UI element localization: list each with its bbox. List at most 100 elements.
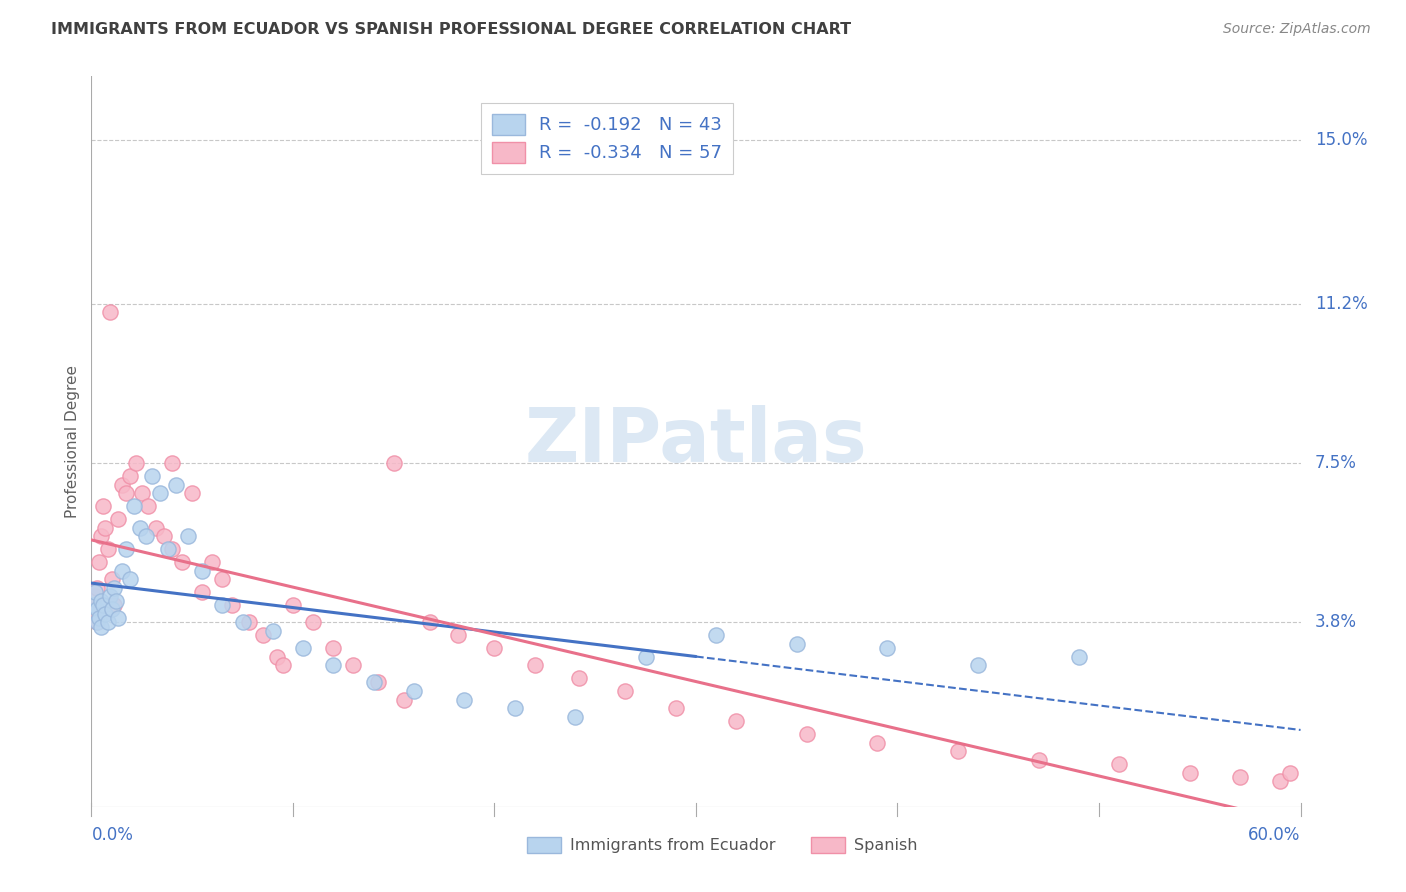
Point: [90, 529, 112, 543]
Point: [86, 615, 108, 630]
Point: [786, 637, 808, 651]
Point: [967, 658, 990, 673]
Point: [107, 512, 129, 526]
Point: [100, 572, 122, 586]
Point: [876, 641, 898, 656]
Point: [94, 607, 117, 621]
Point: [447, 628, 470, 642]
Point: [392, 692, 415, 706]
Point: [104, 593, 127, 607]
Point: [568, 671, 591, 685]
Point: [94, 520, 117, 534]
Text: Immigrants from Ecuador: Immigrants from Ecuador: [571, 838, 776, 853]
Point: [1270, 774, 1292, 789]
Point: [266, 649, 288, 664]
Point: [614, 684, 637, 698]
Point: [118, 469, 141, 483]
Point: [84, 585, 107, 599]
Point: [322, 658, 344, 673]
Point: [114, 542, 136, 557]
Point: [367, 675, 389, 690]
Point: [86, 602, 108, 616]
Y-axis label: Professional Degree: Professional Degree: [65, 365, 80, 518]
Point: [98, 305, 121, 319]
Point: [181, 486, 204, 500]
Point: [523, 658, 546, 673]
Point: [363, 675, 385, 690]
Point: [946, 744, 969, 758]
Point: [89, 611, 111, 625]
Point: [342, 658, 364, 673]
Point: [796, 727, 818, 741]
Text: ZIPatlas: ZIPatlas: [524, 405, 868, 478]
Point: [302, 615, 325, 630]
Point: [292, 641, 315, 656]
Point: [149, 486, 172, 500]
Point: [725, 714, 748, 729]
Point: [866, 736, 889, 750]
Point: [136, 499, 159, 513]
Point: [177, 529, 200, 543]
Point: [704, 628, 727, 642]
Point: [156, 542, 179, 557]
Point: [131, 486, 153, 500]
Point: [103, 598, 125, 612]
Text: 60.0%: 60.0%: [1249, 826, 1301, 844]
Point: [1067, 649, 1090, 664]
Point: [564, 710, 586, 724]
Point: [111, 477, 132, 491]
Point: [634, 649, 657, 664]
Point: [122, 499, 145, 513]
Text: 7.5%: 7.5%: [1315, 454, 1357, 472]
Point: [402, 684, 425, 698]
Point: [107, 611, 129, 625]
Point: [96, 615, 118, 630]
Point: [231, 615, 253, 630]
Point: [103, 581, 125, 595]
Text: 0.0%: 0.0%: [91, 826, 134, 844]
Text: Source: ZipAtlas.com: Source: ZipAtlas.com: [1223, 22, 1371, 37]
Point: [1279, 765, 1302, 780]
Point: [82, 598, 104, 612]
Point: [84, 590, 107, 604]
Point: [221, 598, 243, 612]
Point: [252, 628, 274, 642]
Point: [1108, 757, 1130, 772]
Text: 11.2%: 11.2%: [1315, 295, 1368, 313]
Point: [191, 585, 214, 599]
Point: [118, 572, 141, 586]
Point: [281, 598, 304, 612]
Point: [160, 456, 183, 470]
Point: [419, 615, 441, 630]
Point: [211, 572, 233, 586]
Point: [114, 486, 136, 500]
Point: [125, 456, 148, 470]
Point: [201, 555, 224, 569]
Point: [160, 542, 183, 557]
Point: [322, 641, 344, 656]
Point: [128, 520, 150, 534]
Text: IMMIGRANTS FROM ECUADOR VS SPANISH PROFESSIONAL DEGREE CORRELATION CHART: IMMIGRANTS FROM ECUADOR VS SPANISH PROFE…: [51, 22, 851, 37]
Point: [503, 701, 526, 715]
Point: [135, 529, 157, 543]
Point: [453, 692, 475, 706]
Text: 3.8%: 3.8%: [1315, 613, 1357, 632]
Point: [262, 624, 284, 638]
Point: [111, 564, 132, 578]
Point: [90, 593, 112, 607]
Point: [1028, 753, 1050, 767]
Point: [93, 598, 115, 612]
Text: Spanish: Spanish: [855, 838, 918, 853]
Text: 15.0%: 15.0%: [1315, 131, 1368, 149]
Point: [153, 529, 176, 543]
Point: [1229, 770, 1251, 784]
Point: [141, 469, 163, 483]
Point: [211, 598, 233, 612]
Point: [484, 641, 506, 656]
Point: [172, 555, 194, 569]
Point: [93, 499, 115, 513]
Point: [145, 520, 167, 534]
Legend: R =  -0.192   N = 43, R =  -0.334   N = 57: R = -0.192 N = 43, R = -0.334 N = 57: [481, 103, 733, 174]
Point: [86, 615, 108, 630]
Point: [238, 615, 260, 630]
